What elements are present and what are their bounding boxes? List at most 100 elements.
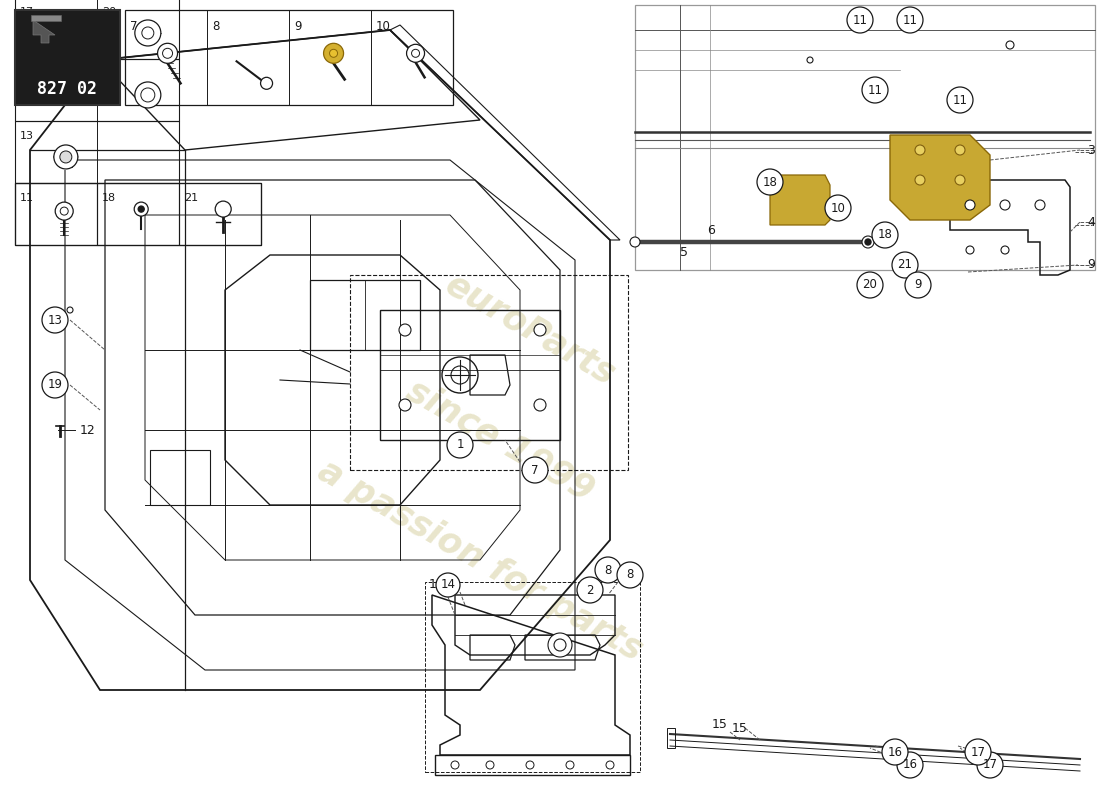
Circle shape: [141, 88, 155, 102]
Bar: [310, 280, 420, 350]
Bar: [59, 12, 72, 20]
Circle shape: [526, 761, 534, 769]
Bar: [125, 10, 453, 105]
Text: 14: 14: [440, 578, 455, 591]
Circle shape: [566, 761, 574, 769]
Circle shape: [139, 206, 144, 212]
Circle shape: [65, 86, 82, 104]
Text: 21: 21: [184, 193, 198, 203]
Circle shape: [59, 151, 72, 163]
Text: 9: 9: [294, 20, 301, 33]
Text: 7: 7: [531, 463, 539, 477]
Text: 8: 8: [626, 569, 634, 582]
Bar: [635, 5, 1094, 270]
Circle shape: [216, 201, 231, 217]
Text: 2: 2: [586, 583, 594, 597]
Bar: [179, 183, 261, 245]
Circle shape: [451, 366, 469, 384]
Circle shape: [1006, 41, 1014, 49]
Circle shape: [330, 50, 338, 58]
Text: 18: 18: [878, 229, 892, 242]
Bar: [667, 728, 675, 748]
Text: 17: 17: [970, 746, 986, 758]
Circle shape: [42, 372, 68, 398]
Text: 15: 15: [712, 718, 728, 731]
Text: 11: 11: [20, 193, 34, 203]
Circle shape: [534, 324, 546, 336]
Circle shape: [955, 175, 965, 185]
Circle shape: [865, 239, 871, 245]
Text: 12: 12: [80, 423, 96, 437]
Text: 17: 17: [982, 758, 998, 771]
Circle shape: [534, 399, 546, 411]
Circle shape: [399, 324, 411, 336]
Text: 11: 11: [868, 83, 882, 97]
Circle shape: [955, 145, 965, 155]
Circle shape: [135, 82, 161, 108]
Circle shape: [757, 169, 783, 195]
Text: 11: 11: [902, 14, 917, 26]
Text: 19: 19: [47, 378, 63, 391]
Circle shape: [857, 272, 883, 298]
Bar: [350, 275, 628, 470]
Circle shape: [548, 633, 572, 657]
Circle shape: [905, 272, 931, 298]
Text: 16: 16: [20, 69, 34, 79]
Polygon shape: [890, 135, 990, 220]
Text: 10: 10: [830, 202, 846, 214]
Bar: [425, 582, 640, 772]
Circle shape: [451, 761, 459, 769]
Text: 10: 10: [376, 20, 390, 33]
Bar: [15, 59, 179, 121]
Text: 15: 15: [733, 722, 748, 734]
Text: 21: 21: [898, 258, 913, 271]
Circle shape: [807, 57, 813, 63]
Text: 7: 7: [130, 20, 138, 33]
Polygon shape: [33, 20, 55, 43]
Bar: [150, 450, 210, 505]
Circle shape: [966, 246, 974, 254]
Circle shape: [862, 236, 874, 248]
Circle shape: [595, 557, 621, 583]
Circle shape: [42, 307, 68, 333]
Text: 8: 8: [212, 20, 219, 33]
Circle shape: [825, 195, 851, 221]
Circle shape: [163, 48, 173, 58]
Circle shape: [882, 739, 908, 765]
Circle shape: [56, 18, 76, 38]
Text: 1: 1: [456, 438, 464, 451]
Text: 20: 20: [862, 278, 878, 291]
Circle shape: [965, 200, 975, 210]
Text: a passion for parts: a passion for parts: [311, 453, 648, 667]
Circle shape: [965, 739, 991, 765]
Circle shape: [847, 7, 873, 33]
Circle shape: [872, 222, 898, 248]
Circle shape: [892, 252, 918, 278]
Bar: [15, 183, 97, 245]
Bar: [15, 121, 179, 183]
Circle shape: [54, 145, 78, 169]
Text: 18: 18: [762, 175, 778, 189]
Circle shape: [522, 457, 548, 483]
Circle shape: [1035, 200, 1045, 210]
Circle shape: [1001, 246, 1009, 254]
Text: 3: 3: [1087, 143, 1094, 157]
Text: 16: 16: [888, 746, 902, 758]
Circle shape: [142, 27, 154, 39]
Circle shape: [862, 77, 888, 103]
Circle shape: [617, 562, 643, 588]
Bar: [97, 183, 179, 245]
Bar: [15, 0, 179, 59]
Circle shape: [399, 399, 411, 411]
Text: 16: 16: [902, 758, 917, 771]
Circle shape: [447, 432, 473, 458]
Text: 8: 8: [604, 563, 612, 577]
Circle shape: [554, 639, 566, 651]
Circle shape: [442, 357, 478, 393]
Text: 5: 5: [680, 246, 688, 258]
Text: 14: 14: [429, 578, 444, 591]
Circle shape: [135, 20, 161, 46]
Circle shape: [977, 752, 1003, 778]
Polygon shape: [770, 175, 830, 225]
Text: 13: 13: [20, 131, 34, 141]
